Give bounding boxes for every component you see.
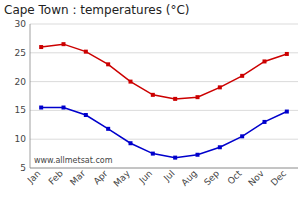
marker — [263, 59, 267, 63]
x-tick-label: Oct — [226, 168, 244, 186]
marker — [106, 127, 110, 131]
y-axis-line — [30, 24, 31, 168]
marker — [218, 85, 222, 89]
x-tick-label: Jul — [161, 168, 176, 183]
marker — [263, 120, 267, 124]
y-axis: 5 10 15 20 25 30 — [15, 19, 298, 173]
y-tick-label: 30 — [15, 19, 27, 29]
x-tick-label: May — [112, 168, 133, 189]
marker — [285, 110, 289, 114]
y-tick-label: 20 — [15, 77, 27, 87]
marker — [129, 141, 133, 145]
marker — [129, 80, 133, 84]
y-tick-label: 5 — [20, 163, 26, 173]
page: {"chart_data": {"type": "line", "title":… — [0, 0, 305, 200]
marker — [106, 62, 110, 66]
x-tick-label: Dec — [269, 168, 288, 187]
grid-line — [30, 24, 298, 25]
marker — [62, 42, 66, 46]
plot-area — [39, 42, 289, 159]
chart-container: Cape Town : temperatures (°C) 5 10 15 20 25 30… — [0, 0, 305, 200]
chart: Cape Town : temperatures (°C) 5 10 15 20 25 30… — [0, 0, 305, 200]
marker — [240, 134, 244, 138]
marker — [151, 152, 155, 156]
marker — [285, 52, 289, 56]
marker — [84, 113, 88, 117]
marker — [84, 50, 88, 54]
x-tick-label: Jun — [137, 168, 155, 186]
x-tick-label: Jan — [25, 168, 43, 186]
y-tick-label: 25 — [15, 48, 26, 58]
marker — [196, 95, 200, 99]
marker — [218, 145, 222, 149]
x-tick-label: Mar — [68, 168, 87, 187]
title: Cape Town : temperatures (°C) — [4, 3, 190, 17]
y-tick-label: 10 — [15, 134, 27, 144]
grid-line — [30, 81, 298, 82]
x-tick-label: Aug — [179, 168, 199, 188]
watermark: www.allmetsat.com — [34, 156, 113, 165]
marker — [39, 106, 43, 110]
marker — [196, 153, 200, 157]
series-line — [41, 44, 287, 99]
x-tick-label: Nov — [246, 168, 266, 188]
grid-line — [30, 52, 298, 53]
y-tick-label: 15 — [15, 105, 26, 115]
x-axis: JanFebMarAprMayJun JulAugSep OctNovDec — [25, 168, 288, 189]
marker — [62, 106, 66, 110]
marker — [151, 93, 155, 97]
marker — [173, 156, 177, 160]
x-tick-label: Apr — [91, 168, 109, 186]
series-line — [41, 108, 287, 158]
marker — [240, 74, 244, 78]
marker — [173, 97, 177, 101]
x-tick-label: Sep — [202, 168, 221, 187]
marker — [39, 45, 43, 49]
grid-line — [30, 139, 298, 140]
x-tick-label: Feb — [47, 168, 66, 187]
